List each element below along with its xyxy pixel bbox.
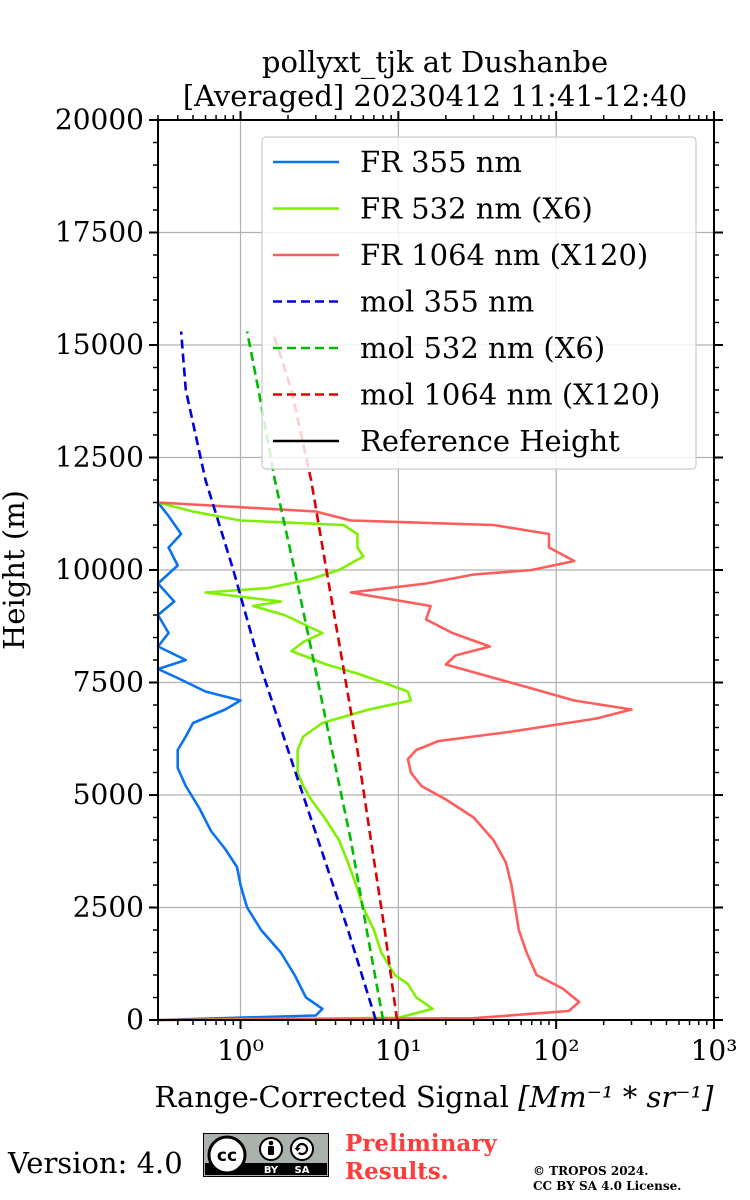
x-axis-label-text: Range-Corrected Signal: [155, 1080, 509, 1114]
y-tick-label: 0: [126, 1003, 144, 1036]
axis-ticks: 0 2500 5000 7500 10000 12500 15000 17500 20000 10…: [55, 103, 738, 1067]
preliminary-line1: Preliminary: [345, 1130, 497, 1157]
legend-label: FR 532 nm (X6): [360, 192, 593, 226]
legend: FR 355 nm FR 532 nm (X6) FR 1064 nm (X120)…: [261, 136, 697, 470]
x-axis-label-unit: [Mm⁻¹ * sr⁻¹]: [518, 1080, 714, 1114]
y-tick-label: 17500: [55, 216, 144, 249]
preliminary-results-note: Preliminary Results.: [345, 1130, 497, 1186]
series-line-1: [157, 501, 434, 1022]
x-axis-label: Range-Corrected Signal [Mm⁻¹ * sr⁻¹]: [155, 1080, 715, 1114]
sa-sharealike-icon: [290, 1137, 314, 1161]
sa-text: SA: [295, 1165, 310, 1176]
y-tick-label: 2500: [73, 891, 144, 924]
y-tick-label: 7500: [73, 666, 144, 699]
y-tick-label: 20000: [55, 103, 144, 136]
legend-box: [261, 136, 697, 470]
y-tick-label: 12500: [55, 441, 144, 474]
legend-label: Reference Height: [360, 424, 620, 458]
version-label: Version: 4.0: [8, 1146, 183, 1180]
y-axis-label: Height (m): [0, 490, 31, 650]
cc-by-sa-license-badge: cc BY SA: [203, 1133, 329, 1177]
y-tick-label: 15000: [55, 328, 144, 361]
legend-label: FR 1064 nm (X120): [360, 238, 648, 272]
plot-frame: [157, 119, 715, 1021]
preliminary-line2: Results.: [345, 1158, 449, 1185]
by-text: BY: [264, 1165, 279, 1176]
y-tick-label: 10000: [55, 553, 144, 586]
chart-title-line2: [Averaged] 20230412 11:41-12:40: [183, 79, 687, 113]
x-tick-label: 10³: [691, 1034, 738, 1067]
copyright-note: © TROPOS 2024. CC BY SA 4.0 License.: [533, 1164, 681, 1194]
series-line-3: [179, 331, 378, 1021]
legend-label: FR 355 nm: [360, 145, 522, 179]
x-tick-label: 10⁰: [217, 1034, 264, 1067]
series-line-0: [156, 501, 324, 1022]
series-line-4: [245, 331, 385, 1021]
profile-chart: pollyxt_tjk at Dushanbe [Averaged] 20230…: [0, 45, 738, 1114]
chart-title-line1: pollyxt_tjk at Dushanbe: [262, 45, 608, 80]
y-tick-label: 5000: [73, 778, 144, 811]
series-line-2: [157, 501, 633, 1022]
copyright-line1: © TROPOS 2024.: [533, 1164, 649, 1178]
x-tick-label: 10¹: [375, 1034, 422, 1067]
x-tick-label: 10²: [533, 1034, 580, 1067]
legend-label: mol 1064 nm (X120): [360, 378, 661, 412]
cc-icon-text: cc: [217, 1146, 237, 1166]
legend-label: mol 355 nm: [360, 285, 534, 319]
cc-logo-icon: [207, 1135, 247, 1175]
legend-label: mol 532 nm (X6): [360, 331, 605, 365]
copyright-line2: CC BY SA 4.0 License.: [533, 1179, 682, 1193]
